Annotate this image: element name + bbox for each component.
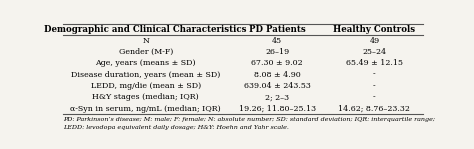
Text: 45: 45	[272, 37, 282, 45]
Text: H&Y stages (median; IQR): H&Y stages (median; IQR)	[92, 93, 199, 101]
Text: N: N	[142, 37, 149, 45]
Text: Disease duration, years (mean ± SD): Disease duration, years (mean ± SD)	[71, 71, 220, 79]
Text: -: -	[373, 82, 375, 90]
Text: Demographic and Clinical Characteristics: Demographic and Clinical Characteristics	[45, 25, 247, 34]
Text: 639.04 ± 243.53: 639.04 ± 243.53	[244, 82, 310, 90]
Text: 8.08 ± 4.90: 8.08 ± 4.90	[254, 71, 301, 79]
Text: LEDD: levodopa equivalent daily dosage; H&Y: Hoehn and Yahr scale.: LEDD: levodopa equivalent daily dosage; …	[63, 125, 289, 130]
Text: 25–24: 25–24	[362, 48, 386, 56]
Text: PD: Parkinson’s disease; M: male; F: female; N: absolute number; SD: standard de: PD: Parkinson’s disease; M: male; F: fem…	[63, 117, 435, 122]
Text: 49: 49	[369, 37, 379, 45]
Text: Gender (M-F): Gender (M-F)	[118, 48, 173, 56]
Text: Healthy Controls: Healthy Controls	[333, 25, 415, 34]
Text: LEDD, mg/die (mean ± SD): LEDD, mg/die (mean ± SD)	[91, 82, 201, 90]
Text: 14.62; 8.76–23.32: 14.62; 8.76–23.32	[338, 105, 410, 113]
Text: 19.26; 11.80–25.13: 19.26; 11.80–25.13	[238, 105, 316, 113]
Text: 26–19: 26–19	[265, 48, 289, 56]
Text: -: -	[373, 93, 375, 101]
Text: α-Syn in serum, ng/mL (median; IQR): α-Syn in serum, ng/mL (median; IQR)	[70, 105, 221, 113]
Text: Age, years (means ± SD): Age, years (means ± SD)	[95, 59, 196, 67]
Text: 67.30 ± 9.02: 67.30 ± 9.02	[251, 59, 303, 67]
Text: -: -	[373, 71, 375, 79]
Text: 2; 2–3: 2; 2–3	[265, 93, 289, 101]
Text: PD Patients: PD Patients	[249, 25, 306, 34]
Text: 65.49 ± 12.15: 65.49 ± 12.15	[346, 59, 403, 67]
